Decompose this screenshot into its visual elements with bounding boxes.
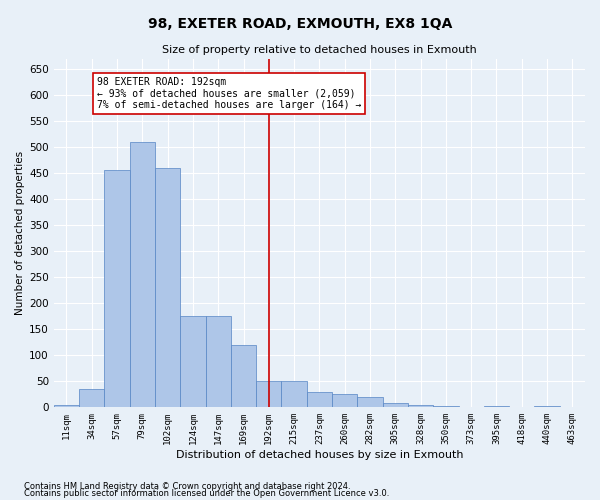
Bar [281,382,307,407]
Bar [206,316,231,408]
Bar [383,403,408,407]
Y-axis label: Number of detached properties: Number of detached properties [15,151,25,315]
Title: Size of property relative to detached houses in Exmouth: Size of property relative to detached ho… [162,45,477,55]
Text: 98, EXETER ROAD, EXMOUTH, EX8 1QA: 98, EXETER ROAD, EXMOUTH, EX8 1QA [148,18,452,32]
Bar [332,394,358,407]
Text: Contains public sector information licensed under the Open Government Licence v3: Contains public sector information licen… [24,489,389,498]
Bar [130,142,155,407]
Bar [256,382,281,407]
Bar [54,404,79,407]
Bar [433,406,458,408]
Bar [535,406,560,408]
Bar [155,168,180,408]
Bar [307,392,332,407]
Bar [231,345,256,408]
Bar [180,316,206,408]
Text: Contains HM Land Registry data © Crown copyright and database right 2024.: Contains HM Land Registry data © Crown c… [24,482,350,491]
X-axis label: Distribution of detached houses by size in Exmouth: Distribution of detached houses by size … [176,450,463,460]
Bar [79,389,104,407]
Bar [408,404,433,407]
Bar [104,170,130,408]
Bar [484,406,509,408]
Bar [358,397,383,407]
Text: 98 EXETER ROAD: 192sqm
← 93% of detached houses are smaller (2,059)
7% of semi-d: 98 EXETER ROAD: 192sqm ← 93% of detached… [97,77,361,110]
